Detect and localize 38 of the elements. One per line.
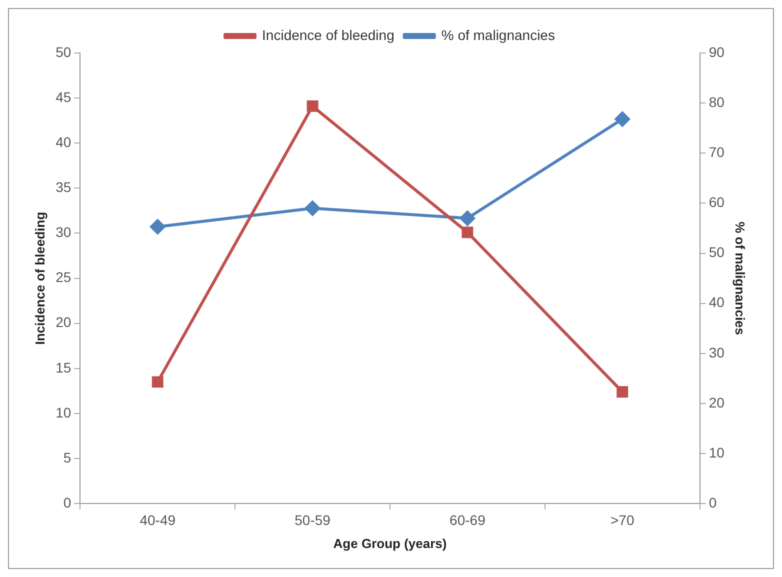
y2-tick-label: 30 bbox=[708, 344, 725, 360]
y-tick-label: 0 bbox=[63, 494, 72, 510]
y-tick-label: 40 bbox=[56, 134, 72, 150]
y2-tick-label: 60 bbox=[708, 194, 725, 210]
point bbox=[614, 112, 630, 127]
y2-tick-label: 80 bbox=[708, 94, 725, 110]
point bbox=[305, 200, 320, 216]
y-tick-label: 25 bbox=[56, 269, 72, 286]
y-tick-label: 45 bbox=[56, 88, 72, 105]
y-tick-label: 20 bbox=[56, 314, 72, 330]
point bbox=[150, 219, 166, 234]
y2-tick-label: 10 bbox=[708, 444, 725, 460]
y-tick-label: 10 bbox=[56, 404, 72, 420]
point bbox=[462, 226, 474, 238]
point bbox=[460, 210, 475, 226]
x-axis-title: Age Group (years) bbox=[333, 536, 447, 551]
y2-tick-label: 50 bbox=[708, 244, 725, 260]
y2-tick-label: 20 bbox=[708, 394, 725, 410]
y2-tick-label: 70 bbox=[708, 144, 725, 160]
point bbox=[306, 100, 318, 112]
legend-label: Incidence of bleeding bbox=[262, 26, 394, 43]
y2-tick-label: 40 bbox=[708, 294, 725, 310]
point bbox=[152, 376, 164, 388]
x-tick-label: >70 bbox=[610, 512, 634, 528]
y2-tick-label: 0 bbox=[708, 494, 717, 510]
y2-axis-title: % of malignancies bbox=[732, 222, 748, 336]
legend-label: % of malignancies bbox=[441, 26, 555, 43]
x-tick-label: 40-49 bbox=[140, 512, 176, 528]
x-tick-label: 60-69 bbox=[450, 512, 486, 528]
y-tick-label: 5 bbox=[63, 449, 72, 466]
y-axis-title: Incidence of bleeding bbox=[32, 212, 48, 345]
y-tick-label: 35 bbox=[56, 179, 72, 196]
y2-tick-label: 90 bbox=[708, 44, 725, 60]
point bbox=[616, 386, 628, 398]
x-tick-label: 50-59 bbox=[294, 512, 331, 528]
y-tick-label: 50 bbox=[56, 44, 72, 60]
y-tick-label: 15 bbox=[56, 359, 72, 376]
y-tick-label: 30 bbox=[56, 224, 72, 240]
